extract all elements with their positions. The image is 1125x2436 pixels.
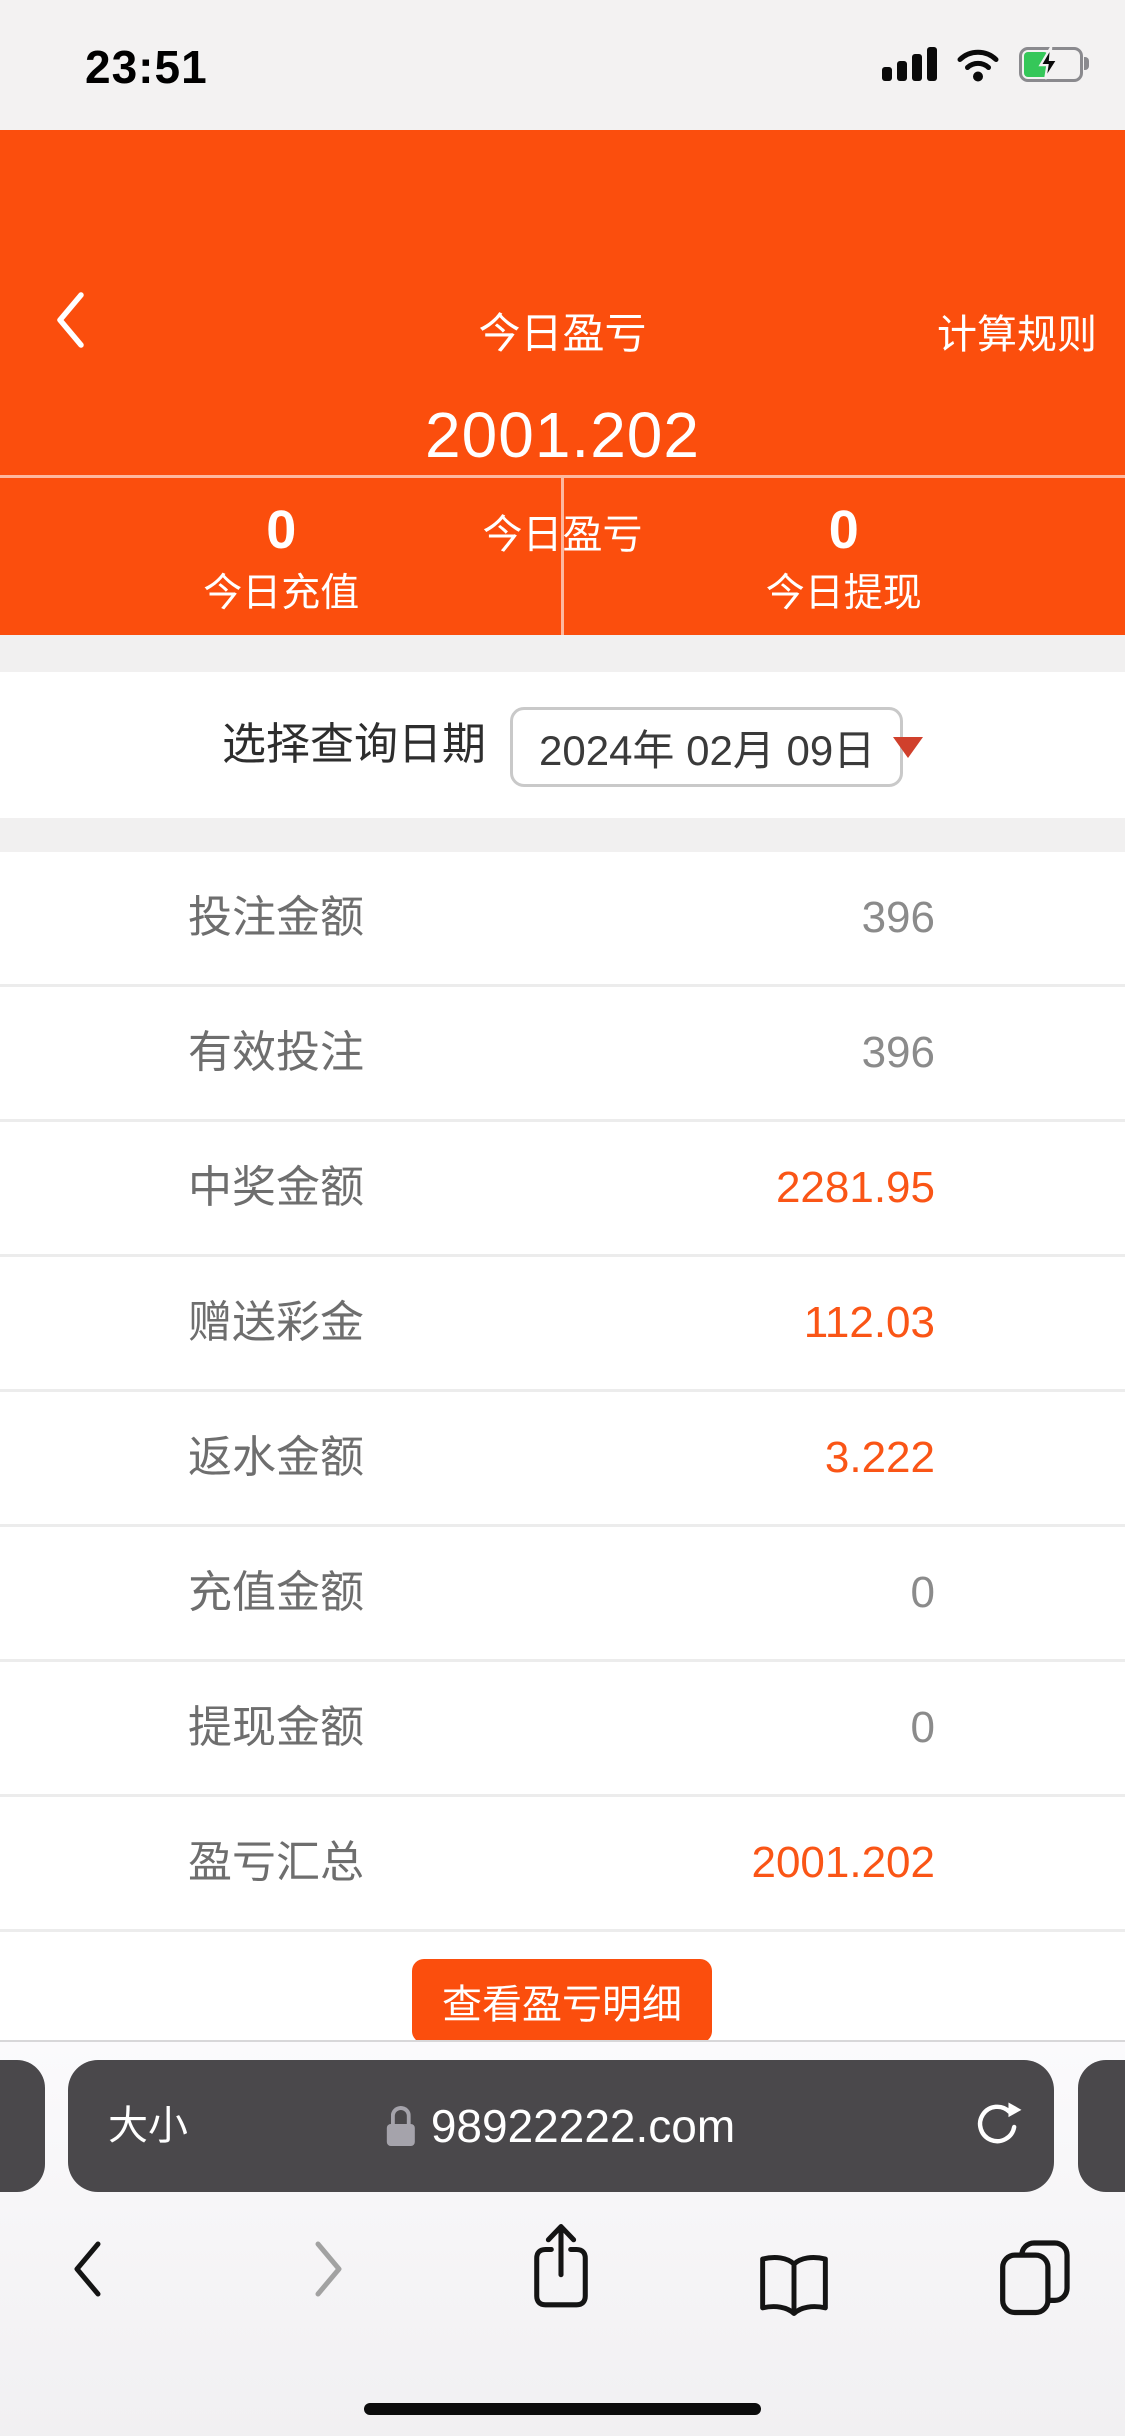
- wifi-icon: [957, 49, 999, 82]
- row-label: 有效投注: [188, 1028, 364, 1077]
- lightning-bolt-icon: [1038, 45, 1060, 80]
- address-bar[interactable]: 大小 98922222.com: [68, 2060, 1054, 2192]
- row-label: 充值金额: [188, 1568, 364, 1617]
- today-deposit-label: 今日充值: [203, 572, 360, 615]
- row-value: 3.222: [824, 1433, 935, 1482]
- back-button[interactable]: [52, 290, 92, 354]
- row-label: 返水金额: [188, 1433, 364, 1482]
- row-value: 396: [861, 893, 935, 942]
- today-withdraw-stat: 0 今日提现: [563, 478, 1125, 635]
- lock-icon: [386, 2106, 415, 2146]
- row-value: 396: [861, 1028, 935, 1077]
- clock: 23:51: [85, 41, 208, 93]
- safari-bottom-toolbar: 大小 98922222.com: [0, 2040, 1125, 2436]
- table-row-bonus: 赠送彩金 112.03: [0, 1257, 1125, 1392]
- home-indicator[interactable]: [364, 2403, 761, 2415]
- share-button[interactable]: [528, 2220, 594, 2315]
- table-row-winnings: 中奖金额 2281.95: [0, 1122, 1125, 1257]
- next-tab-fragment[interactable]: [1078, 2060, 1125, 2192]
- row-value: 0: [910, 1568, 935, 1617]
- table-row-bet-amount: 投注金额 396: [0, 852, 1125, 987]
- stacked-squares-icon: [1000, 2240, 1070, 2316]
- browser-forward-button[interactable]: [310, 2238, 348, 2305]
- selected-date: 2024年 02月 09日: [539, 726, 876, 774]
- status-icons: [882, 38, 1089, 90]
- row-label: 赠送彩金: [188, 1298, 364, 1347]
- header-stats: 0 今日充值 0 今日提现: [0, 478, 1125, 635]
- table-row-rebate: 返水金额 3.222: [0, 1392, 1125, 1527]
- section-gap: [0, 818, 1125, 852]
- url-group: 98922222.com: [386, 2060, 736, 2192]
- text-size-button[interactable]: 大小: [108, 2104, 188, 2148]
- summary-table: 投注金额 396 有效投注 396 中奖金额 2281.95 赠送彩金 112.…: [0, 852, 1125, 1932]
- cellular-signal-icon: [882, 47, 937, 81]
- today-deposit-stat: 0 今日充值: [0, 478, 563, 635]
- row-value: 112.03: [803, 1298, 935, 1347]
- row-label: 投注金额: [188, 893, 364, 942]
- table-row-profit-total: 盈亏汇总 2001.202: [0, 1797, 1125, 1932]
- row-label: 中奖金额: [188, 1163, 364, 1212]
- table-row-deposit: 充值金额 0: [0, 1527, 1125, 1662]
- previous-tab-fragment[interactable]: [0, 2060, 45, 2192]
- row-label: 盈亏汇总: [188, 1838, 364, 1887]
- triangle-down-icon: [893, 736, 924, 758]
- today-withdraw-value: 0: [828, 500, 859, 560]
- view-profit-details-button[interactable]: 查看盈亏明细: [412, 1959, 712, 2043]
- divider: [0, 475, 1125, 478]
- today-deposit-value: 0: [266, 500, 297, 560]
- reload-icon: [977, 2102, 1022, 2144]
- date-picker-select[interactable]: 2024年 02月 09日: [510, 707, 924, 787]
- section-gap: [0, 635, 1125, 672]
- today-withdraw-label: 今日提现: [765, 572, 922, 615]
- row-value: 2001.202: [751, 1838, 935, 1887]
- share-up-arrow-icon: [534, 2224, 588, 2308]
- status-bar: 23:51: [0, 0, 1125, 130]
- tabs-button[interactable]: [994, 2236, 1074, 2321]
- reload-button[interactable]: [972, 2102, 1022, 2157]
- chevron-left-icon: [74, 2241, 101, 2297]
- open-book-icon: [760, 2255, 828, 2317]
- page-title: 今日盈亏: [478, 310, 647, 357]
- vertical-divider: [561, 478, 564, 635]
- app-header: 今日盈亏 计算规则 2001.202 今日盈亏 0 今日充值 0 今日提现: [0, 130, 1125, 635]
- browser-back-button[interactable]: [68, 2238, 106, 2305]
- url-text: 98922222.com: [430, 2100, 736, 2152]
- calculation-rules-link[interactable]: 计算规则: [937, 313, 1097, 357]
- row-value: 0: [910, 1703, 935, 1752]
- row-label: 提现金额: [188, 1703, 364, 1752]
- chevron-left-icon: [57, 292, 84, 348]
- chevron-right-icon: [315, 2241, 342, 2297]
- bookmarks-button[interactable]: [752, 2248, 836, 2329]
- date-picker-section: 选择查询日期 2024年 02月 09日: [0, 672, 1125, 818]
- row-value: 2281.95: [775, 1163, 935, 1212]
- date-picker-label: 选择查询日期: [222, 720, 486, 769]
- table-row-withdraw: 提现金额 0: [0, 1662, 1125, 1797]
- table-row-valid-bet: 有效投注 396: [0, 987, 1125, 1122]
- battery-charging-icon: [1019, 45, 1089, 82]
- today-profit-value: 2001.202: [425, 399, 700, 471]
